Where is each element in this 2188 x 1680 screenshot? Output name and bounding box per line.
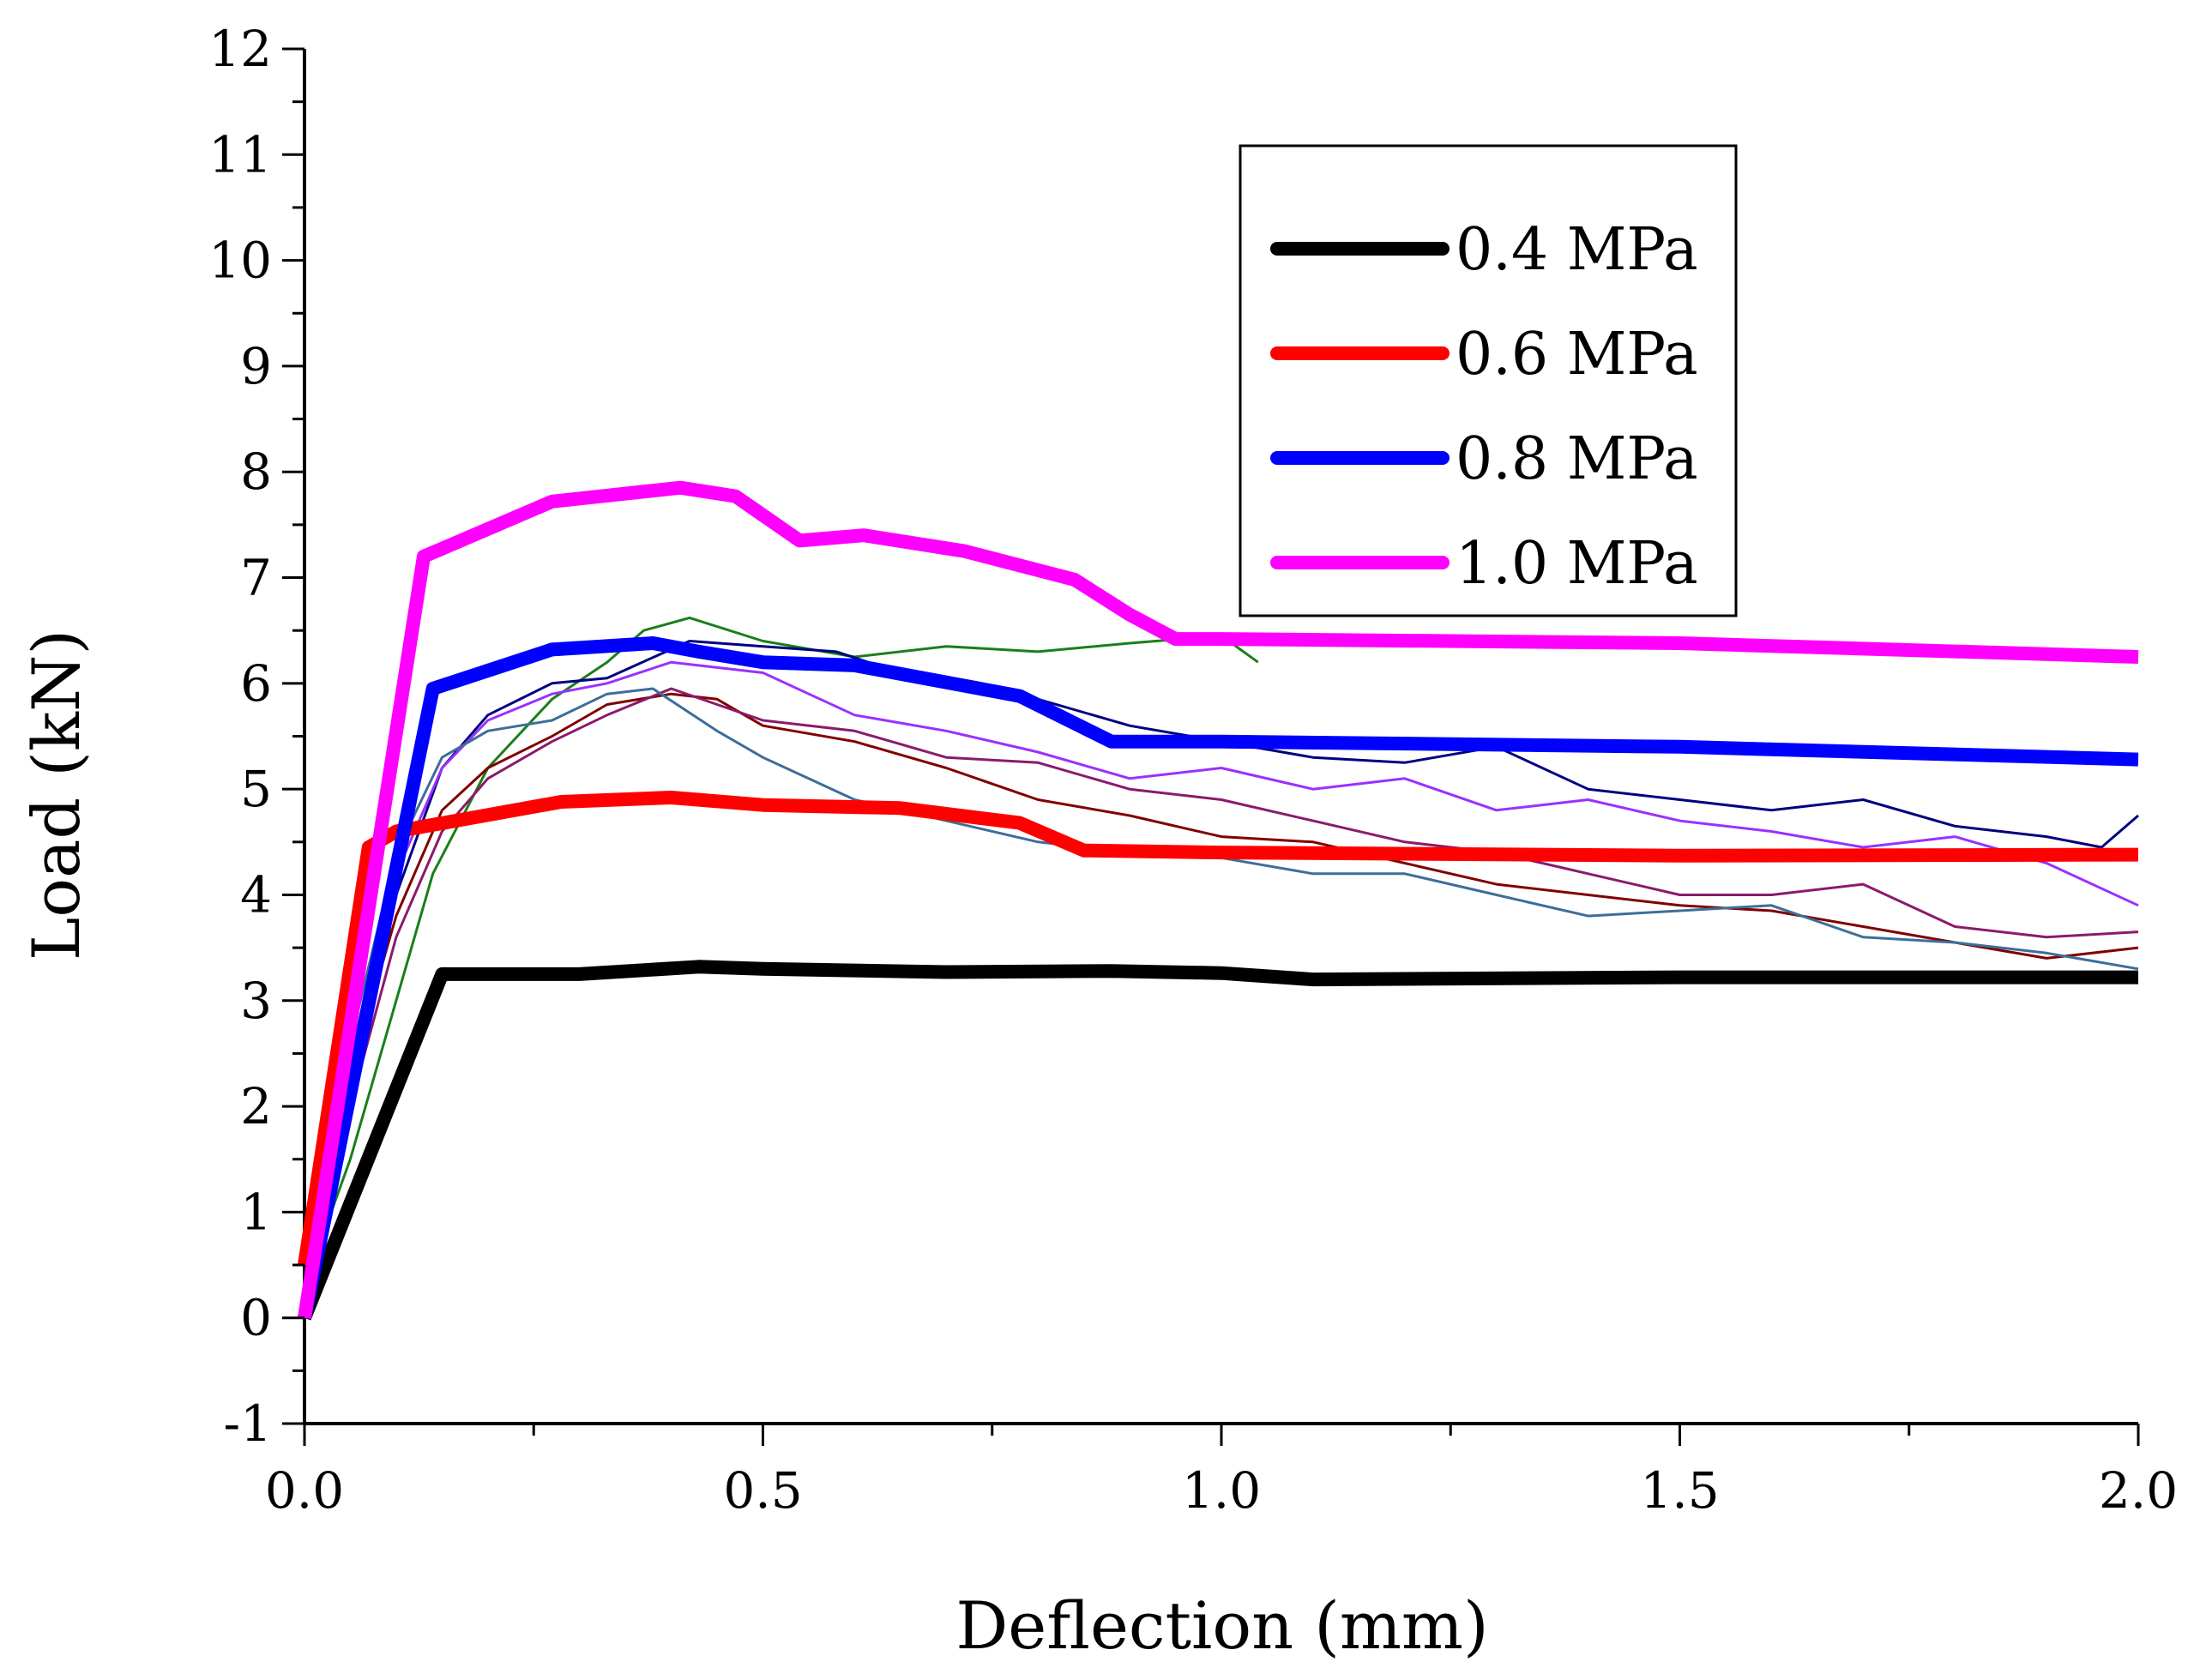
y-tick-label: 11	[208, 125, 272, 184]
y-tick-label: 9	[240, 337, 272, 395]
legend-label: 0.8 MPa	[1456, 425, 1698, 493]
specimen-curve-9	[303, 687, 2139, 1286]
legend-label: 1.0 MPa	[1456, 530, 1698, 598]
y-tick-label: 2	[240, 1077, 272, 1135]
thin-series-group	[303, 616, 2139, 1298]
thick-series-group	[298, 480, 2139, 1321]
y-tick-label: -1	[224, 1394, 273, 1453]
legend: 0.4 MPa 0.6 MPa 0.8 MPa 1.0 MPa	[1239, 144, 1738, 617]
x-tick-label: 0.0	[265, 1461, 344, 1520]
legend-label: 0.6 MPa	[1456, 321, 1698, 388]
y-axis-label: Load (kN)	[18, 629, 94, 960]
y-tick-label: 4	[240, 865, 272, 924]
y-tick-label: 0	[240, 1289, 272, 1347]
y-tick-label: 7	[240, 549, 272, 607]
series-line-1-0-mpa	[298, 480, 2139, 1319]
series-line-0-8-mpa	[298, 636, 2139, 1320]
y-tick-label: 5	[240, 760, 272, 818]
y-tick-label: 1	[240, 1183, 272, 1241]
y-tick-label: 6	[240, 654, 272, 713]
y-tick-label: 3	[240, 972, 272, 1030]
x-tick-label: 1.0	[1182, 1461, 1261, 1520]
y-tick-label: 12	[208, 20, 272, 78]
y-tick-label: 8	[240, 443, 272, 501]
x-tick-label: 1.5	[1640, 1461, 1719, 1520]
specimen-curve-7	[303, 692, 2139, 1287]
x-tick-label: 0.5	[723, 1461, 802, 1520]
specimen-curve-6	[303, 660, 2139, 1298]
x-axis-label: Deflection (mm)	[955, 1587, 1488, 1664]
specimen-curve-5	[303, 640, 2139, 1287]
specimen-curve-8	[303, 687, 2139, 1298]
legend-label: 0.4 MPa	[1456, 216, 1698, 284]
series-line-0-4-mpa	[298, 960, 2138, 1321]
x-tick-label: 2.0	[2099, 1461, 2178, 1520]
specimen-curve-4	[303, 616, 1259, 1287]
legend-box	[1239, 144, 1738, 617]
series-line-0-6-mpa	[298, 791, 2139, 1267]
y-tick-label: 10	[208, 232, 272, 290]
